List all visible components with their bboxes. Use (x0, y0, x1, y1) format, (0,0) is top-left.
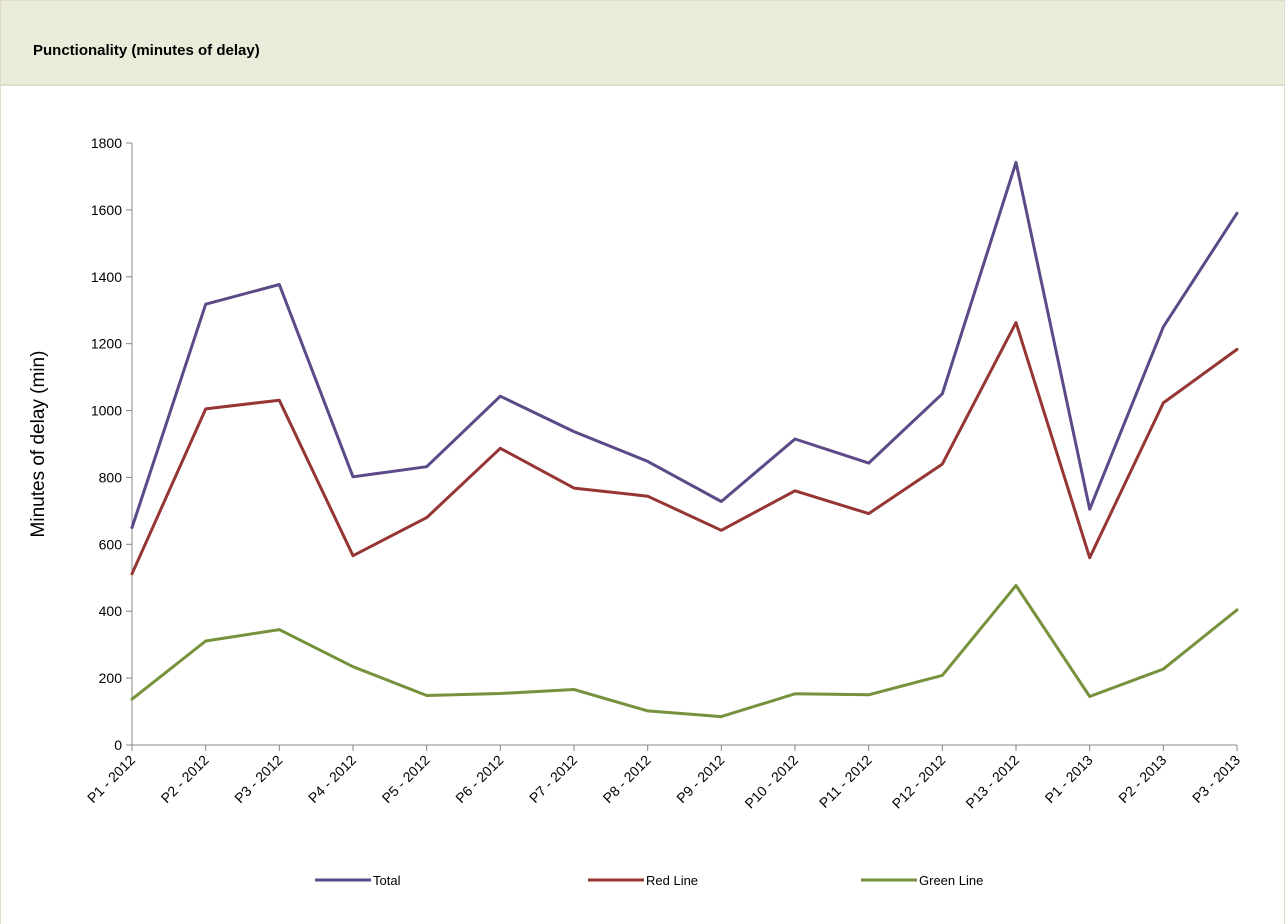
x-tick-label: P2 - 2012 (158, 752, 212, 806)
x-tick-label: P1 - 2013 (1042, 752, 1096, 806)
x-tick-label: P6 - 2012 (452, 752, 506, 806)
panel-header: Punctionality (minutes of delay) (1, 0, 1284, 86)
x-tick-label: P7 - 2012 (526, 752, 580, 806)
x-tick-label: P13 - 2012 (962, 752, 1022, 812)
x-tick-label: P5 - 2012 (379, 752, 433, 806)
x-tick-label: P3 - 2012 (231, 752, 285, 806)
y-tick-label: 1200 (91, 336, 122, 352)
y-tick-label: 1400 (91, 269, 122, 285)
chart-axes: 0 200 400 600 800 1000 1200 1400 1600 1800 P1 - 20… (28, 135, 1243, 812)
legend-label-red-line: Red Line (646, 873, 698, 888)
y-tick-label: 200 (99, 670, 123, 686)
x-tick-label: P10 - 2012 (741, 752, 801, 812)
y-tick-label: 600 (99, 536, 123, 552)
y-tick-label: 1800 (91, 135, 122, 151)
series-line-green-line (130, 584, 1239, 719)
x-tick-label: P8 - 2012 (600, 752, 654, 806)
series-line-total (130, 160, 1239, 530)
y-tick-label: 0 (114, 737, 122, 753)
panel-title: Punctionality (minutes of delay) (33, 42, 260, 59)
chart-legend: Total Red Line Green Line (315, 873, 983, 888)
chart-series (130, 160, 1239, 719)
x-tick-label: P4 - 2012 (305, 752, 359, 806)
y-axis-title: Minutes of delay (min) (28, 351, 49, 538)
legend-label-total: Total (373, 873, 401, 888)
legend-label-green-line: Green Line (919, 873, 983, 888)
x-tick-label: P2 - 2013 (1115, 752, 1169, 806)
series-line-red-line (130, 321, 1239, 576)
x-tick-label: P1 - 2012 (84, 752, 138, 806)
x-tick-label: P9 - 2012 (673, 752, 727, 806)
x-tick-label: P12 - 2012 (889, 752, 949, 812)
x-tick-label: P3 - 2013 (1189, 752, 1243, 806)
y-tick-label: 1600 (91, 202, 122, 218)
y-tick-label: 1000 (91, 403, 122, 419)
y-tick-label: 400 (99, 603, 123, 619)
y-tick-label: 800 (99, 469, 123, 485)
x-tick-label: P11 - 2012 (816, 752, 875, 811)
